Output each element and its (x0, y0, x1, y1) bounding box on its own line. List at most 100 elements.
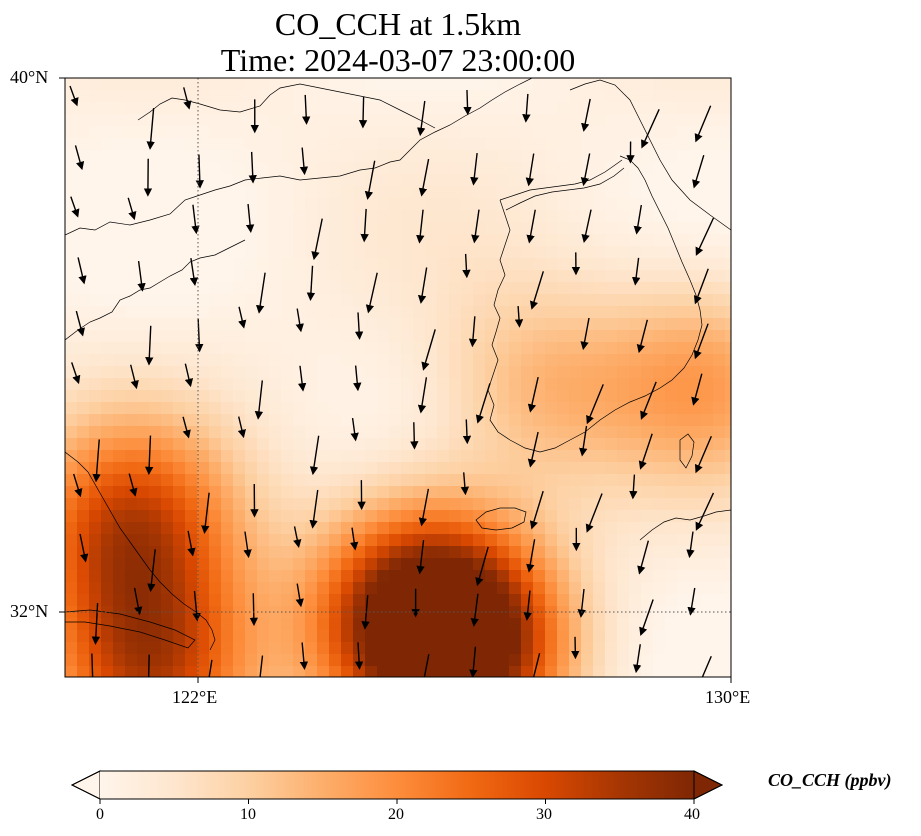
field-cell (101, 234, 114, 247)
field-cell (413, 498, 426, 511)
field-cell (521, 498, 534, 511)
field-cell (233, 546, 246, 559)
field-cell (665, 642, 678, 655)
field-cell (377, 330, 390, 343)
field-cell (149, 474, 162, 487)
field-cell (701, 582, 714, 595)
field-cell (317, 438, 330, 451)
field-cell (713, 462, 726, 475)
field-cell (413, 474, 426, 487)
field-cell (281, 126, 294, 139)
field-cell (221, 198, 234, 211)
field-cell (449, 150, 462, 163)
field-cell (389, 510, 402, 523)
field-cell (389, 318, 402, 331)
field-cell (173, 174, 186, 187)
field-cell (197, 558, 210, 571)
field-cell (425, 534, 438, 547)
field-cell (665, 210, 678, 223)
field-cell (257, 618, 270, 631)
field-cell (149, 234, 162, 247)
field-cell (149, 90, 162, 103)
field-cell (209, 174, 222, 187)
field-cell (713, 378, 726, 391)
field-cell (137, 318, 150, 331)
field-cell (533, 210, 546, 223)
field-cell (725, 330, 731, 343)
field-cell (161, 606, 174, 619)
field-cell (185, 438, 198, 451)
field-cell (281, 282, 294, 295)
field-cell (221, 606, 234, 619)
field-cell (317, 558, 330, 571)
field-cell (365, 210, 378, 223)
field-cell (653, 366, 666, 379)
field-cell (413, 522, 426, 535)
field-cell (617, 390, 630, 403)
wind-arrow (189, 258, 199, 287)
field-cell (497, 222, 510, 235)
field-cell (401, 162, 414, 175)
field-cell (233, 198, 246, 211)
field-cell (617, 366, 630, 379)
field-cell (497, 270, 510, 283)
field-cell (593, 114, 606, 127)
field-cell (713, 186, 726, 199)
field-cell (89, 486, 102, 499)
field-cell (701, 210, 714, 223)
field-cell (293, 402, 306, 415)
field-cell (365, 90, 378, 103)
field-cell (245, 174, 258, 187)
field-cell (437, 270, 450, 283)
field-cell (689, 330, 702, 343)
field-cell (629, 558, 642, 571)
field-cell (461, 258, 474, 271)
field-cell (149, 222, 162, 235)
field-cell (605, 534, 618, 547)
field-cell (413, 462, 426, 475)
map-title: CO_CCH at 1.5km (274, 6, 522, 42)
field-cell (641, 462, 654, 475)
field-cell (425, 642, 438, 655)
field-cell (281, 438, 294, 451)
field-cell (293, 330, 306, 343)
field-cell (281, 414, 294, 427)
field-cell (497, 570, 510, 583)
field-cell (509, 90, 522, 103)
field-cell (293, 618, 306, 631)
field-cell (317, 666, 330, 677)
field-cell (341, 138, 354, 151)
field-cell (629, 438, 642, 451)
field-cell (89, 138, 102, 151)
field-cell (317, 618, 330, 631)
field-cell (197, 318, 210, 331)
field-cell (413, 330, 426, 343)
wind-arrow (75, 310, 85, 337)
field-cell (89, 162, 102, 175)
field-cell (689, 594, 702, 607)
field-cell (545, 126, 558, 139)
field-cell (389, 198, 402, 211)
field-cell (449, 606, 462, 619)
field-cell (65, 342, 78, 355)
field-cell (305, 198, 318, 211)
field-cell (185, 642, 198, 655)
lat-label-40: 40°N (10, 67, 49, 87)
field-cell (485, 474, 498, 487)
field-cell (317, 546, 330, 559)
field-cell (701, 486, 714, 499)
field-cell (353, 198, 366, 211)
field-cell (173, 318, 186, 331)
field-cell (509, 378, 522, 391)
field-cell (305, 654, 318, 667)
field-cell (533, 414, 546, 427)
field-cell (701, 354, 714, 367)
field-cell (113, 474, 126, 487)
field-cell (725, 342, 731, 355)
field-cell (545, 462, 558, 475)
field-cell (89, 150, 102, 163)
field-cell (353, 102, 366, 115)
field-cell (245, 582, 258, 595)
field-cell (341, 666, 354, 677)
field-cell (725, 426, 731, 439)
